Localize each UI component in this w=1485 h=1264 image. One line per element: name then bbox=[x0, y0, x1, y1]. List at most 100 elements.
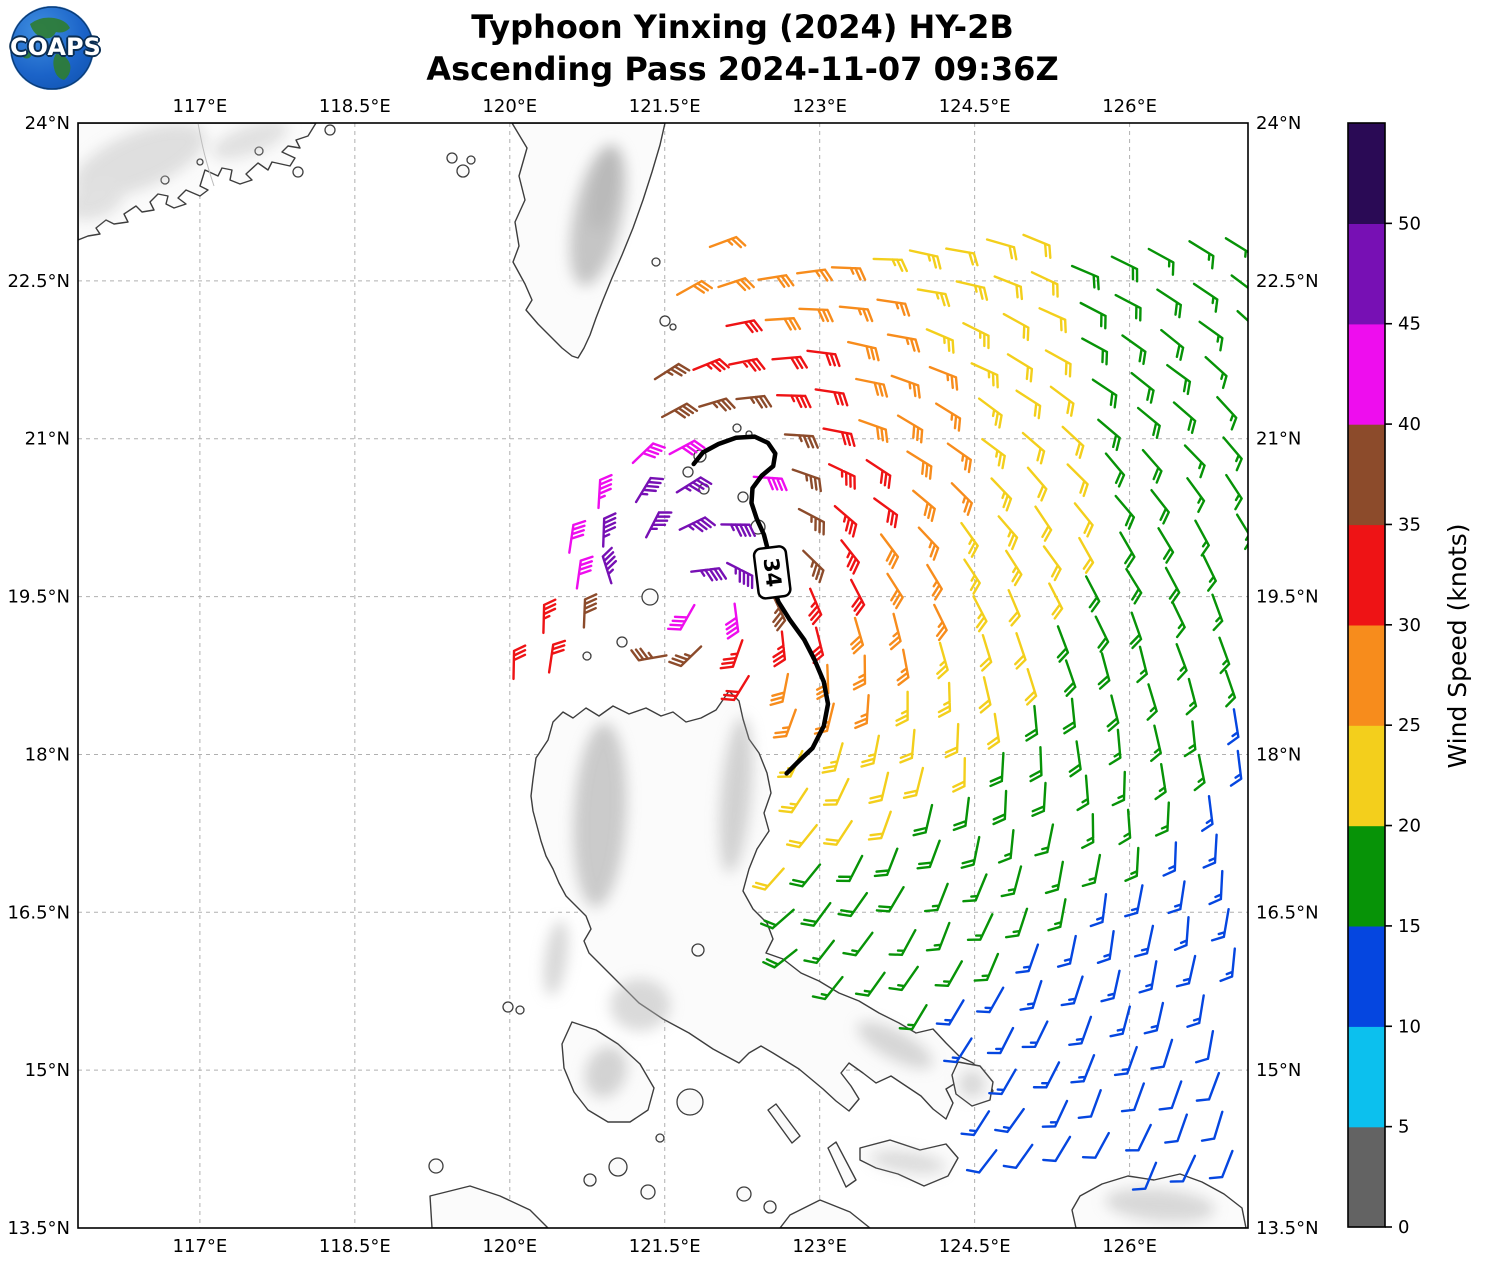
wind-barb bbox=[890, 374, 921, 399]
wind-barb bbox=[902, 766, 925, 800]
wind-barb bbox=[935, 402, 962, 432]
wind-barb bbox=[1108, 728, 1122, 766]
wind-barb bbox=[1141, 448, 1163, 484]
wind-barb bbox=[630, 647, 668, 662]
wind-barb bbox=[1150, 1038, 1174, 1070]
wind-barb bbox=[1169, 1154, 1197, 1183]
landmass bbox=[827, 1141, 857, 1188]
wind-barb bbox=[720, 523, 756, 538]
wind-barb bbox=[1183, 720, 1197, 758]
wind-barb bbox=[720, 674, 750, 702]
wind-barb bbox=[1225, 473, 1243, 511]
island bbox=[446, 152, 458, 164]
x-tick-top: 117°E bbox=[173, 96, 228, 117]
wind-barb bbox=[925, 328, 955, 354]
landmass bbox=[767, 1103, 801, 1144]
wind-barb bbox=[1125, 567, 1143, 605]
landmass bbox=[530, 690, 994, 1120]
wind-barb bbox=[1160, 328, 1185, 361]
wind-barb bbox=[1150, 489, 1170, 525]
coastlines bbox=[78, 123, 1247, 1228]
wind-barb bbox=[1056, 934, 1077, 968]
wind-barb bbox=[726, 561, 754, 590]
wind-barb bbox=[1063, 659, 1077, 697]
wind-barb bbox=[1136, 645, 1148, 684]
wind-barb bbox=[933, 603, 948, 642]
wind-barb bbox=[735, 394, 773, 409]
wind-barb bbox=[923, 882, 949, 913]
wind-barb bbox=[1192, 282, 1219, 313]
wind-barb bbox=[962, 873, 988, 903]
wind-barb bbox=[872, 257, 909, 273]
colorbar-tick-label: 20 bbox=[1398, 816, 1421, 837]
wind-barb bbox=[822, 777, 850, 806]
wind-barb bbox=[1204, 356, 1228, 390]
x-tick-top: 126°E bbox=[1102, 96, 1157, 117]
wind-barb bbox=[575, 555, 594, 590]
y-tick-right: 21°N bbox=[1256, 429, 1301, 450]
contour-34kt-layer: 34 bbox=[691, 434, 831, 776]
wind-barb bbox=[815, 663, 830, 701]
y-tick-left: 19.5°N bbox=[7, 587, 70, 608]
wind-barb bbox=[1004, 907, 1029, 939]
island bbox=[515, 1005, 525, 1015]
wind-barb bbox=[728, 357, 766, 372]
wind-barb bbox=[888, 965, 919, 992]
colorbar-tick-label: 40 bbox=[1398, 414, 1421, 435]
wind-barb bbox=[802, 549, 825, 584]
wind-barb bbox=[1056, 625, 1070, 663]
wind-barb bbox=[800, 901, 832, 927]
wind-barb bbox=[547, 639, 567, 674]
wind-barb bbox=[1236, 310, 1248, 343]
wind-barb bbox=[960, 835, 981, 869]
wind-barb bbox=[1216, 396, 1238, 431]
wind-barb bbox=[764, 317, 802, 331]
wind-barb bbox=[912, 489, 936, 522]
wind-barb bbox=[1147, 247, 1175, 276]
y-tick-left: 18°N bbox=[25, 744, 70, 765]
wind-barb bbox=[821, 742, 844, 774]
wind-barb bbox=[989, 751, 1005, 788]
x-tick-bottom: 123°E bbox=[792, 1236, 847, 1257]
wind-barb bbox=[997, 515, 1019, 551]
y-tick-right: 18°N bbox=[1256, 744, 1301, 765]
wind-barb bbox=[1081, 337, 1109, 366]
wind-barb bbox=[542, 598, 557, 635]
wind-barb bbox=[769, 672, 790, 707]
wind-barb bbox=[1026, 466, 1048, 502]
wind-barb bbox=[771, 355, 809, 370]
wind-barb bbox=[960, 521, 979, 558]
wind-barb bbox=[1081, 853, 1102, 888]
wind-barb bbox=[966, 913, 994, 942]
contour-label-box bbox=[752, 545, 792, 600]
wind-barb bbox=[917, 526, 940, 561]
wind-barb bbox=[678, 516, 716, 533]
wind-barb bbox=[1133, 924, 1155, 958]
wind-barb bbox=[1188, 240, 1215, 270]
globe-icon bbox=[10, 6, 94, 90]
wind-barb bbox=[1089, 893, 1108, 928]
wind-barb bbox=[1129, 611, 1143, 650]
wind-barb bbox=[791, 468, 822, 493]
wind-barb bbox=[1048, 582, 1064, 620]
wind-barb bbox=[837, 891, 869, 918]
terrain-shading bbox=[78, 123, 1215, 1222]
wind-barb bbox=[934, 960, 963, 987]
wind-barb bbox=[986, 712, 1001, 750]
island bbox=[583, 1173, 597, 1187]
wind-barb bbox=[634, 476, 665, 504]
wind-barb bbox=[952, 757, 966, 793]
contour-34kt-label: 34 bbox=[752, 545, 792, 600]
wind-barb bbox=[814, 388, 849, 407]
wind-barb bbox=[1193, 753, 1206, 792]
wind-barb bbox=[865, 459, 892, 490]
wind-barb bbox=[645, 511, 673, 539]
wind-barb bbox=[653, 362, 691, 381]
wind-barb bbox=[759, 908, 795, 930]
wind-barb bbox=[1118, 808, 1132, 846]
wind-barb bbox=[692, 358, 730, 372]
island bbox=[732, 423, 742, 433]
x-tick-top: 118.5°E bbox=[319, 96, 391, 117]
wind-barb bbox=[886, 333, 921, 353]
wind-barb bbox=[806, 349, 841, 368]
